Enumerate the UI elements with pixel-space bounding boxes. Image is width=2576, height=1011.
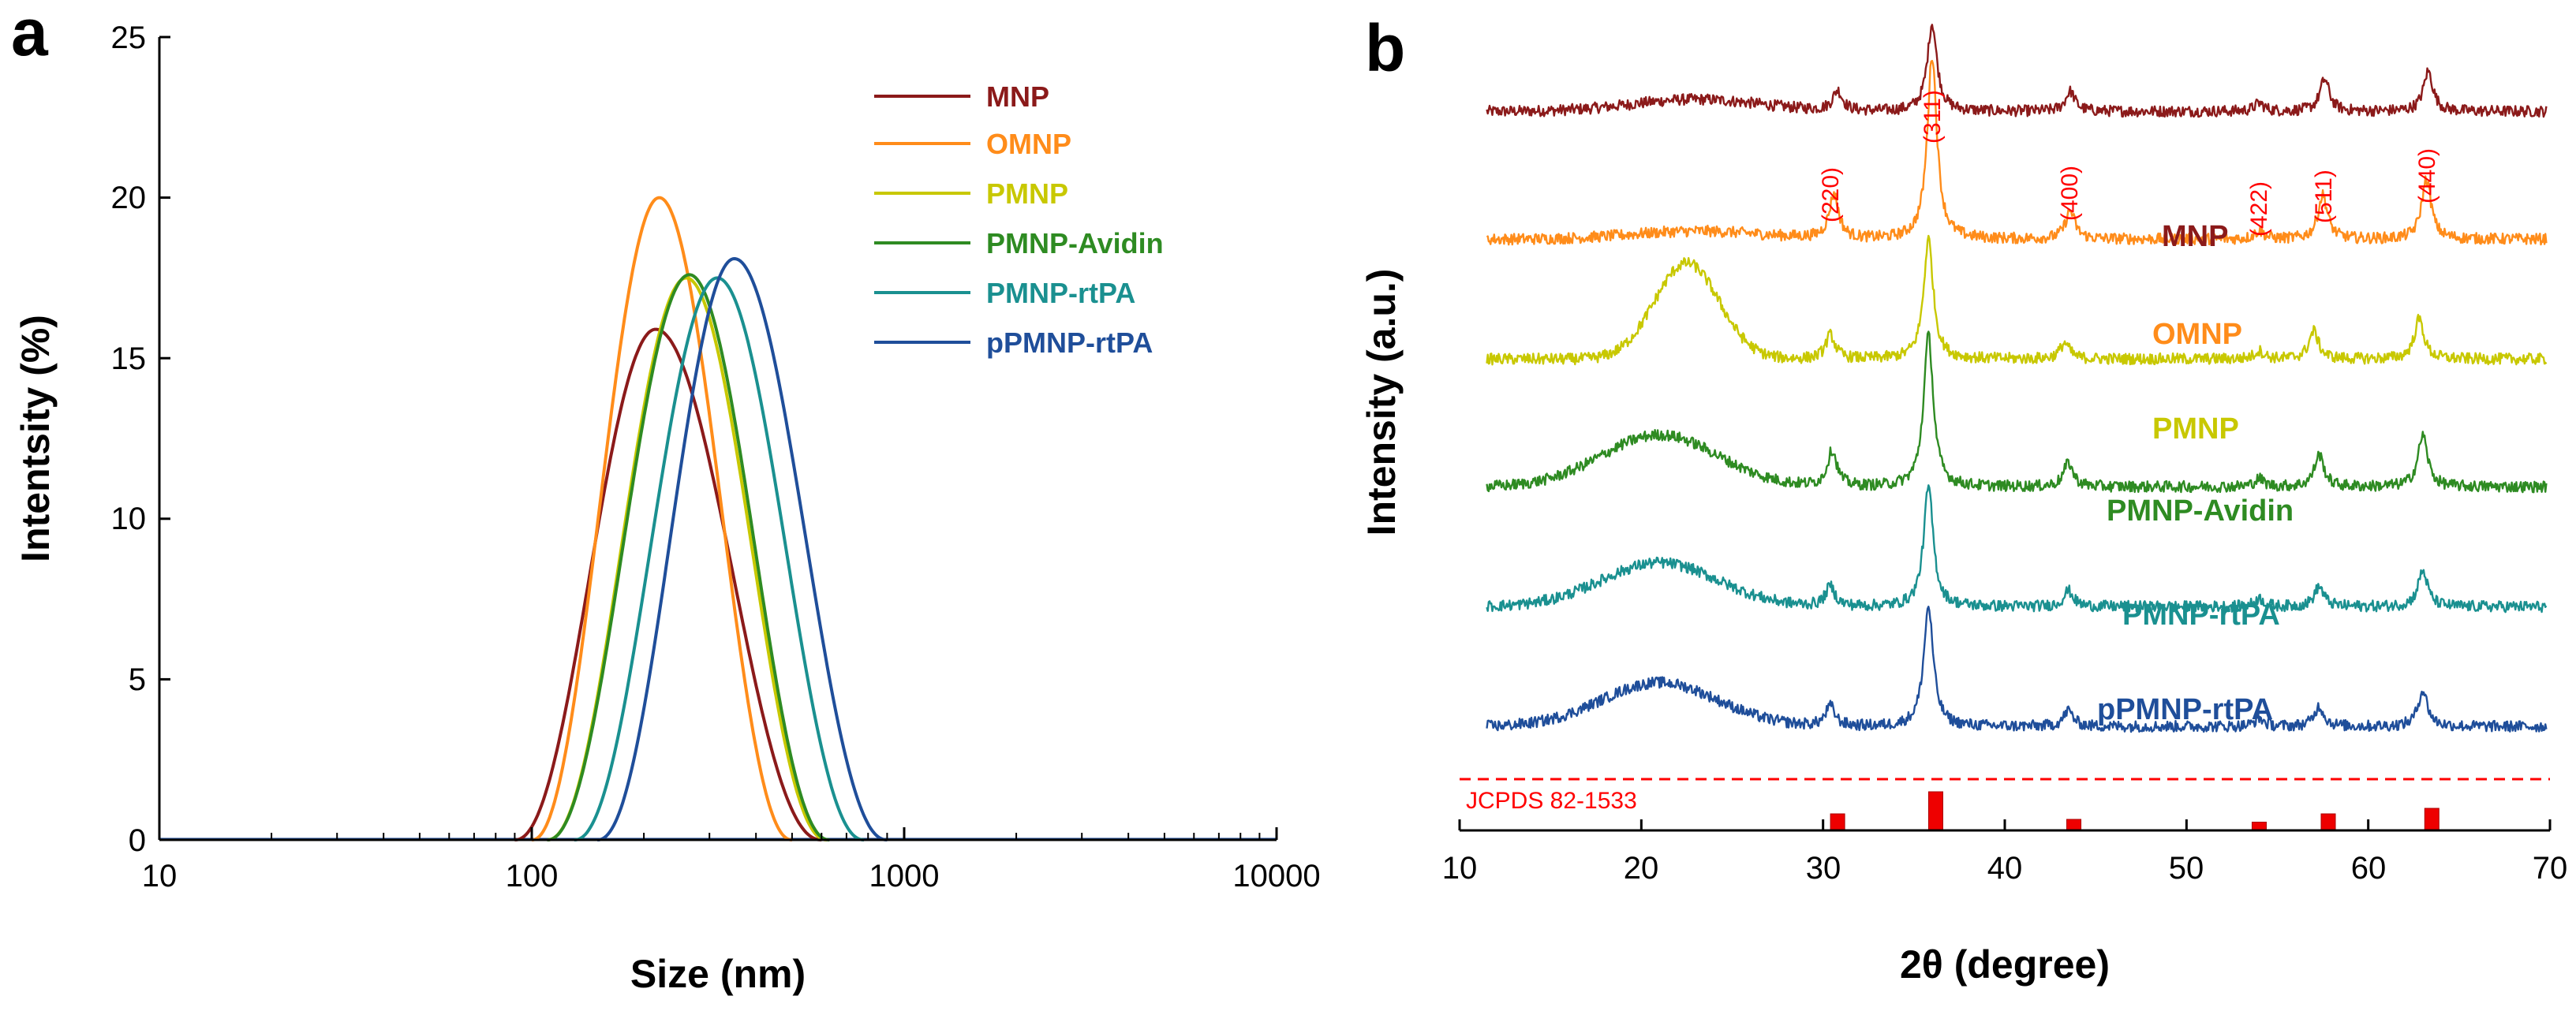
panel-b: b JCPDS 82-1533 10 20 30 40 50 60 70 2θ … bbox=[1359, 11, 2567, 987]
xrd-series-mnp bbox=[1486, 24, 2548, 118]
xrd-series-pmnp-avidin bbox=[1486, 330, 2548, 494]
trace-label-pmnp: PMNP bbox=[2152, 412, 2239, 446]
panel-b-xtick-label: 20 bbox=[1624, 851, 1659, 886]
panel-a-ytick-label: 20 bbox=[111, 181, 147, 215]
panel-a-ytick-label: 25 bbox=[111, 21, 147, 55]
dls-series-pmnp-avidin bbox=[547, 273, 830, 841]
trace-label-ppmnp-rtpa: pPMNP-rtPA bbox=[2097, 693, 2273, 726]
xrd-series-pmnp-rtpa bbox=[1486, 484, 2548, 614]
legend-label-pmnp-rtpa: PMNP-rtPA bbox=[986, 277, 1135, 309]
dls-series-pmnp bbox=[547, 276, 828, 841]
trace-label-pmnp-rtpa: PMNP-rtPA bbox=[2122, 599, 2280, 632]
panel-a-series bbox=[159, 196, 1277, 841]
legend-label-ppmnp-rtpa: pPMNP-rtPA bbox=[986, 326, 1153, 359]
legend-label-pmnp: PMNP bbox=[986, 177, 1068, 210]
panel-a-letter: a bbox=[11, 0, 49, 69]
hkl-label: (311) bbox=[1920, 90, 1946, 144]
hkl-label: (440) bbox=[2414, 148, 2440, 203]
panel-a-ticks bbox=[158, 35, 1278, 841]
reference-bar bbox=[1927, 791, 1943, 831]
reference-bar bbox=[2066, 819, 2082, 831]
legend-label-mnp: MNP bbox=[986, 80, 1049, 113]
hkl-label: (511) bbox=[2311, 170, 2337, 223]
hkl-label: (422) bbox=[2246, 181, 2272, 237]
trace-label-pmnp-avidin: PMNP-Avidin bbox=[2107, 494, 2294, 528]
panel-b-xtick-label: 30 bbox=[1806, 851, 1841, 886]
hkl-label: (220) bbox=[1818, 167, 1844, 222]
panel-b-xtick-label: 70 bbox=[2533, 851, 2568, 886]
panel-a-ytick-label: 15 bbox=[111, 341, 147, 376]
dls-series-omnp bbox=[531, 196, 792, 841]
legend-label-pmnp-avidin: PMNP-Avidin bbox=[986, 227, 1164, 259]
panel-b-xtick-label: 40 bbox=[1987, 851, 2023, 886]
panel-a-xtick-label: 1000 bbox=[869, 859, 940, 893]
reference-bar bbox=[2424, 808, 2440, 831]
xrd-series-omnp bbox=[1486, 59, 2548, 246]
panel-b-xtick-label: 50 bbox=[2169, 851, 2204, 886]
panel-a-ytick-label: 10 bbox=[111, 502, 147, 536]
hkl-label: (400) bbox=[2057, 166, 2083, 221]
trace-label-omnp: OMNP bbox=[2152, 318, 2242, 351]
panel-b-x-axis-title: 2θ (degree) bbox=[1900, 942, 2110, 987]
panel-b-xtick-label: 60 bbox=[2351, 851, 2387, 886]
panel-b-ticks bbox=[1458, 819, 2552, 830]
panel-b-letter: b bbox=[1365, 11, 1405, 85]
panel-a-xtick-label: 10 bbox=[142, 859, 178, 893]
panel-a-legend: MNP OMNP PMNP PMNP-Avidin PMNP-rtPA pPMN… bbox=[874, 80, 1164, 359]
xrd-series-ppmnp-rtpa bbox=[1486, 606, 2548, 733]
xrd-series-pmnp bbox=[1486, 234, 2548, 366]
panel-b-xtick-label: 10 bbox=[1442, 851, 1478, 886]
panel-a-xtick-label: 100 bbox=[506, 859, 559, 893]
panel-a-xtick-label: 10000 bbox=[1232, 859, 1320, 893]
reference-bar bbox=[2320, 813, 2336, 831]
panel-b-y-axis-title: Intensity (a.u.) bbox=[1359, 269, 1404, 536]
panel-a-ytick-label: 0 bbox=[129, 823, 146, 858]
reference-bar bbox=[1830, 813, 1845, 831]
panel-a-axes bbox=[158, 37, 1277, 841]
reference-bar bbox=[2251, 822, 2267, 831]
panel-b-series bbox=[1486, 24, 2548, 733]
trace-label-mnp: MNP bbox=[2162, 220, 2228, 253]
dls-series-mnp bbox=[514, 327, 822, 841]
reference-label: JCPDS 82-1533 bbox=[1466, 788, 1637, 814]
legend-label-omnp: OMNP bbox=[986, 128, 1071, 160]
dls-series-ppmnp-rtpa bbox=[597, 256, 888, 841]
panel-a-y-axis-title: Intentsity (%) bbox=[13, 315, 58, 562]
panel-a-ytick-label: 5 bbox=[129, 662, 146, 697]
panel-a: a 0 5 10 15 20 25 10 100 1000 10000 Size… bbox=[11, 0, 1321, 996]
panel-a-x-axis-title: Size (nm) bbox=[630, 952, 806, 996]
panel-b-reference-bars bbox=[1830, 791, 2440, 831]
